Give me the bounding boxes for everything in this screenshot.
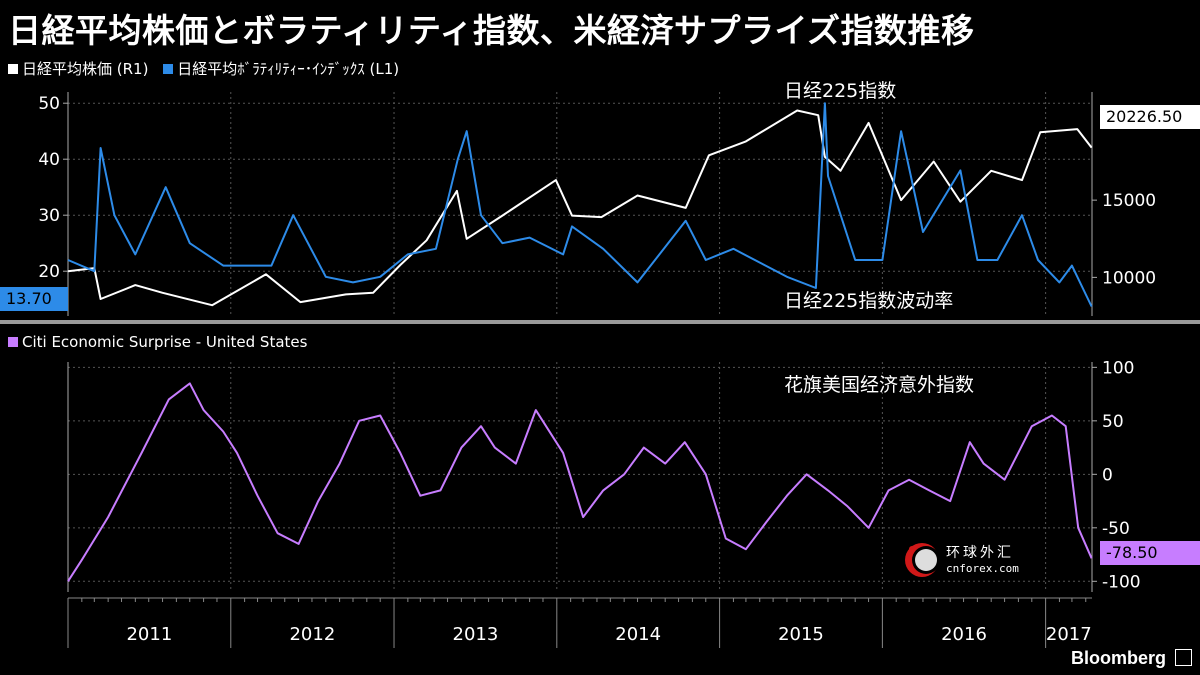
annotation-citi: 花旗美国经济意外指数 [784,374,975,396]
legend-item-volatility: 日経平均ﾎﾞﾗﾃｨﾘﾃｨｰ･ｲﾝﾃﾞｯｸｽ (L1) [163,60,399,78]
panel-divider [0,320,1200,324]
series-line-citi [67,382,1093,582]
x-tick-label: 2016 [941,624,987,645]
bottom-panel-axes: 100 50 0 -50 -100 2011 2012 2013 2014 2015 2016 201… [67,358,1141,648]
top-left-tick-label: 20 [38,262,60,282]
top-panel-grid [68,92,1092,316]
top-left-tick-label: 30 [38,206,60,226]
legend-label-volatility: 日経平均ﾎﾞﾗﾃｨﾘﾃｨｰ･ｲﾝﾃﾞｯｸｽ (L1) [177,60,400,78]
bottom-panel-series [67,382,1093,582]
x-tick-label: 2013 [453,624,499,645]
top-left-tick-label: 40 [38,150,60,170]
top-left-tick-label: 50 [38,94,60,114]
annotation-nikkei: 日经225指数 [784,80,897,102]
bottom-right-tick-label: -100 [1102,572,1141,592]
last-value-volatility: 13.70 [0,287,68,311]
watermark-logo-icon [905,543,940,577]
x-tick-label: 2012 [289,624,335,645]
footer-brand: Bloomberg [1070,648,1166,668]
legend-label-citi: Citi Economic Surprise - United States [22,333,308,351]
bottom-right-tick-label: -50 [1102,519,1130,539]
watermark-url: cnforex.com [946,562,1019,575]
x-tick-label: 2015 [778,624,824,645]
legend-label-nikkei: 日経平均株価 (R1) [22,60,149,78]
series-line-volatility [67,102,1093,307]
bottom-right-tick-label: 0 [1102,465,1113,485]
annotation-volatility: 日经225指数波动率 [784,290,954,312]
x-tick-label: 2011 [126,624,172,645]
top-right-tick-label: 10000 [1102,268,1156,288]
series-line-nikkei [67,109,1093,307]
x-tick-label: 2014 [615,624,661,645]
legend-item-nikkei: 日経平均株価 (R1) [8,60,153,78]
last-value-citi: -78.50 [1100,541,1200,565]
bottom-right-tick-label: 50 [1102,412,1124,432]
x-tick-label: 2017 [1046,624,1092,645]
top-right-tick-label: 15000 [1102,191,1156,211]
top-panel-axes: 20 30 40 50 10000 15000 [38,92,1156,316]
bloomberg-logo-icon [1175,649,1192,666]
legend-swatch-nikkei [8,64,18,74]
chart-title: 日経平均株価とボラティリティ指数、米経済サプライズ指数推移 [8,11,975,50]
legend-swatch-citi [8,337,18,347]
legend-top: 日経平均株価 (R1) 日経平均ﾎﾞﾗﾃｨﾘﾃｨｰ･ｲﾝﾃﾞｯｸｽ (L1) [8,58,399,79]
bottom-right-tick-label: 100 [1102,358,1134,378]
legend-bottom: Citi Economic Surprise - United States [8,333,307,351]
top-panel-series [67,102,1093,307]
watermark-title: 环球外汇 [946,545,1014,561]
bottom-panel-grid [68,362,1092,592]
watermark: 环球外汇 cnforex.com [900,540,1040,580]
footer: Bloomberg [1071,648,1192,669]
last-value-nikkei: 20226.50 [1100,105,1200,129]
legend-swatch-volatility [163,64,174,74]
